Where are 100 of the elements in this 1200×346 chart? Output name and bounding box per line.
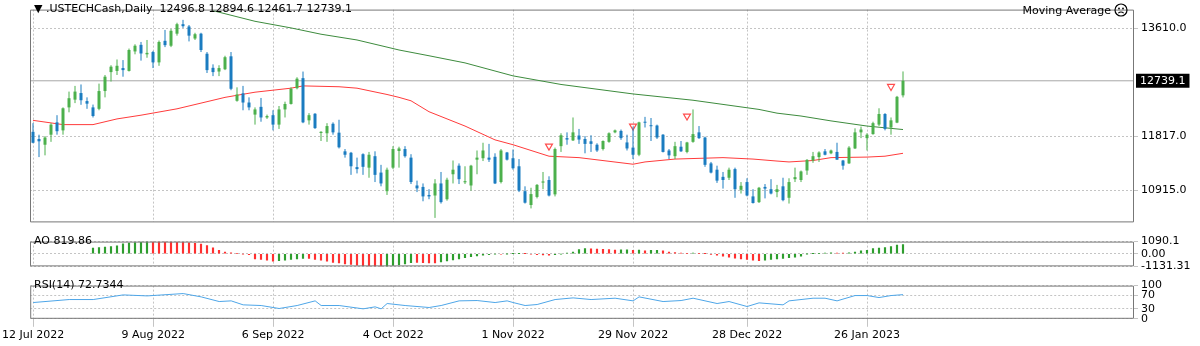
candlestick: [307, 112, 311, 126]
candlestick: [79, 83, 83, 106]
bar: [781, 253, 785, 259]
candlestick: [433, 178, 437, 219]
bar: [415, 253, 419, 263]
ref-line-label: 12739.1: [1140, 73, 1186, 87]
bar: [577, 249, 581, 254]
candlestick: [691, 108, 695, 144]
x-tick-label: 1 Nov 2022: [481, 328, 545, 342]
bar: [349, 253, 353, 265]
bar: [331, 253, 335, 263]
candlestick: [889, 116, 893, 136]
annotation: Moving Average: [1022, 3, 1111, 17]
point: [544, 143, 554, 151]
candlestick: [355, 157, 359, 174]
candlestick: [205, 51, 209, 74]
bar: [397, 253, 401, 266]
candlestick: [43, 135, 47, 156]
bar: [433, 253, 437, 264]
bar: [739, 253, 743, 260]
candlestick: [403, 145, 407, 159]
candlestick: [379, 164, 383, 187]
candlestick: [511, 149, 515, 171]
candlestick: [73, 85, 77, 104]
bar: [607, 249, 611, 254]
bar: [883, 247, 887, 254]
candlestick: [373, 150, 377, 183]
bar: [895, 244, 899, 254]
bar: [649, 250, 653, 254]
candlestick: [565, 131, 569, 146]
bar: [625, 249, 629, 254]
candlestick: [271, 109, 275, 131]
candlestick: [631, 126, 635, 160]
candlestick: [583, 135, 587, 154]
candlestick: [589, 134, 593, 153]
bar: [775, 253, 779, 260]
candlestick: [853, 127, 857, 150]
bar: [343, 253, 347, 265]
candlestick: [667, 148, 671, 160]
bar: [727, 253, 731, 258]
bar: [613, 249, 617, 254]
y-tick-label: 11817.0: [1141, 129, 1187, 142]
candlestick: [463, 165, 467, 185]
y-tick-label: 10915.0: [1141, 183, 1187, 197]
bar: [403, 253, 407, 265]
candlestick: [529, 187, 533, 209]
candlestick: [217, 64, 221, 77]
candlestick: [127, 48, 131, 73]
bar: [901, 244, 905, 254]
candlestick: [277, 105, 281, 130]
candlestick: [487, 143, 491, 163]
candlestick: [139, 41, 143, 62]
bar: [421, 253, 425, 264]
bar: [205, 245, 209, 254]
x-tick-label: 6 Sep 2022: [241, 328, 305, 342]
candlestick: [769, 178, 773, 195]
candlestick: [115, 58, 119, 76]
candlestick: [481, 142, 485, 162]
bar: [127, 242, 131, 254]
bar: [601, 249, 605, 254]
bar: [301, 253, 305, 259]
bar: [325, 253, 329, 262]
bar: [289, 253, 293, 260]
candlestick: [391, 145, 395, 170]
bar: [259, 253, 263, 260]
point: [682, 113, 692, 121]
candlestick: [259, 97, 263, 123]
candlestick: [325, 122, 329, 143]
chart-title: RSI(14) 72.7344: [34, 278, 124, 291]
candlestick: [835, 142, 839, 161]
candlestick: [625, 134, 629, 151]
candlestick: [55, 114, 59, 136]
bar: [583, 248, 587, 254]
candlestick: [211, 63, 215, 77]
bar: [409, 253, 413, 264]
candlestick: [649, 117, 653, 142]
bar: [457, 253, 461, 260]
x-tick-label: 28 Dec 2022: [711, 328, 783, 342]
candlestick: [253, 106, 257, 126]
bar: [313, 253, 317, 260]
candlestick: [469, 164, 473, 192]
candlestick: [361, 152, 365, 176]
candlestick: [97, 83, 101, 111]
bar: [121, 243, 125, 254]
bar: [655, 249, 659, 254]
bar: [637, 249, 641, 254]
candlestick: [811, 151, 815, 164]
bar: [337, 253, 341, 264]
candlestick: [109, 64, 113, 83]
candlestick: [241, 85, 245, 111]
candlestick: [445, 177, 449, 202]
bar: [109, 246, 113, 254]
candlestick: [733, 167, 737, 199]
candlestick: [85, 96, 89, 110]
candlestick: [169, 28, 173, 48]
point: [628, 123, 638, 131]
bar: [631, 249, 635, 254]
candlestick: [181, 19, 185, 29]
candlestick: [367, 151, 371, 179]
bar: [295, 253, 299, 260]
